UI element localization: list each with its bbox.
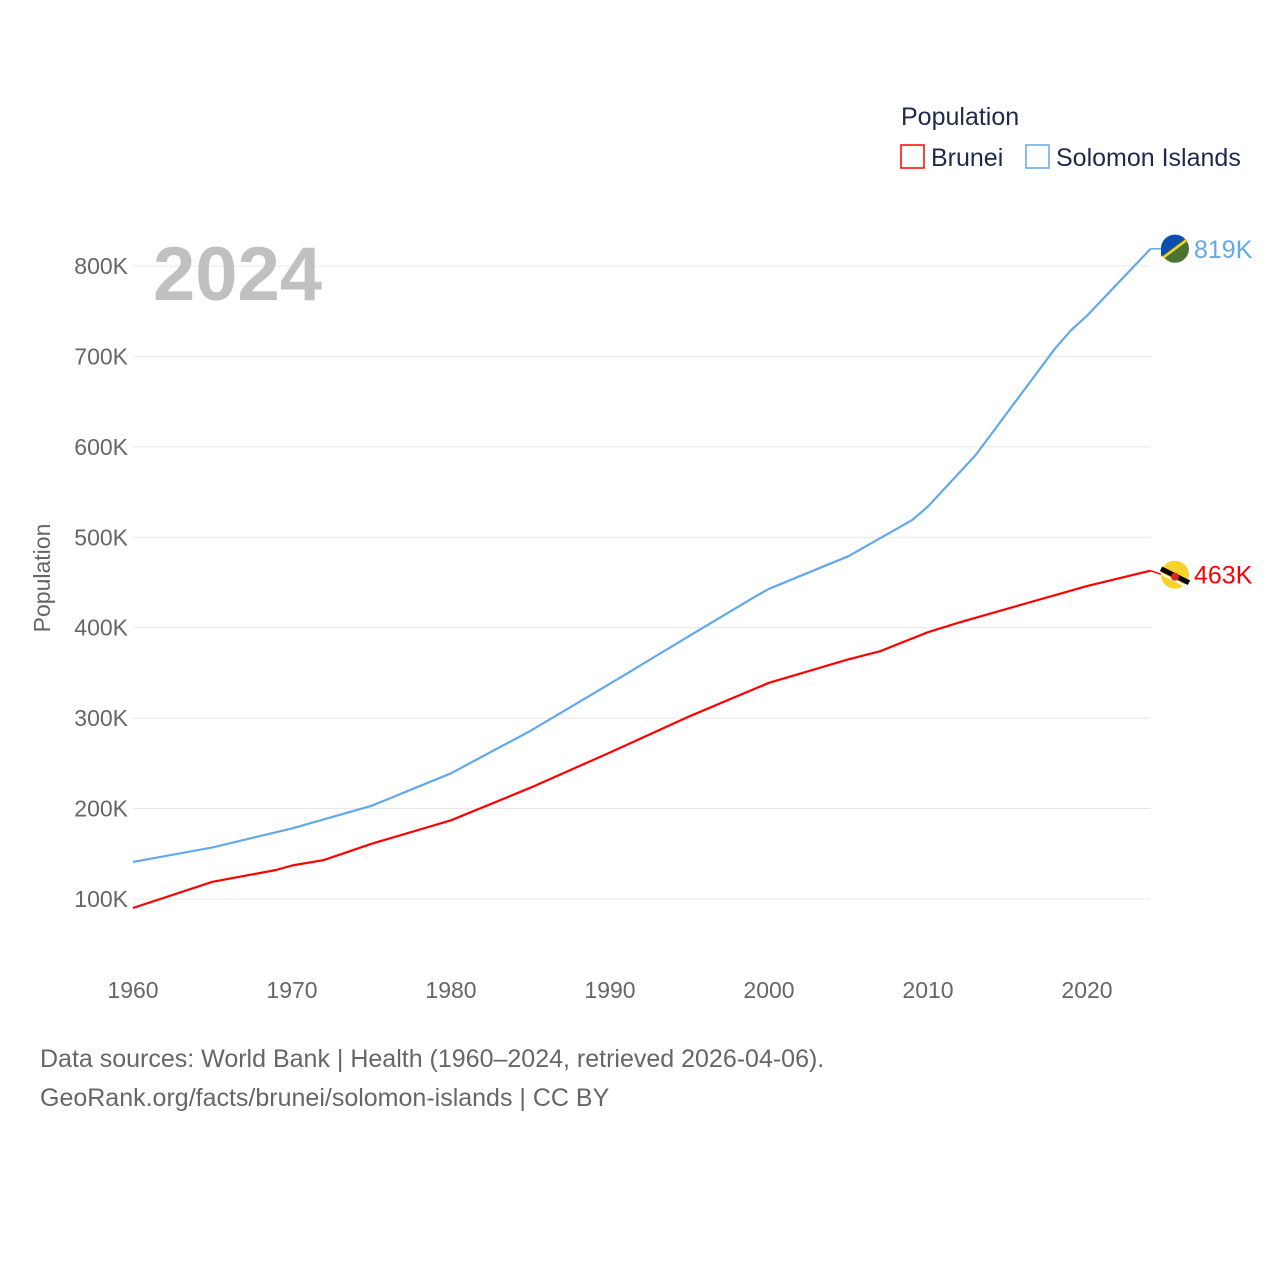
x-tick-label: 1960 [107,977,158,1003]
y-tick-label: 100K [74,886,128,912]
footer-link[interactable]: GeoRank.org/facts/brunei/solomon-islands… [40,1084,610,1112]
y-tick-label: 200K [74,796,128,822]
end-value-label: 819K [1194,236,1253,264]
end-connector [1150,570,1163,576]
footer-sources: Data sources: World Bank | Health (1960–… [40,1045,825,1073]
y-tick-label: 400K [74,615,128,641]
flag-stripe [1162,238,1188,259]
legend-label-brunei: Brunei [931,144,1003,172]
year-label: 2024 [153,232,322,317]
end-value-label: 463K [1194,562,1253,590]
legend-swatch [900,144,925,169]
y-tick-label: 300K [74,705,128,731]
y-axis-label: Population [29,524,55,633]
x-tick-label: 2010 [902,977,953,1003]
x-tick-label: 1970 [266,977,317,1003]
flag-blue [1160,234,1185,257]
flag-emblem [1171,572,1179,581]
legend-swatch [1025,144,1050,169]
series-line-solomon-islands [132,248,1152,863]
y-tick-label: 700K [74,343,128,369]
legend-title: Population [901,103,1019,131]
series-line-brunei [132,569,1151,910]
y-tick-label: 500K [74,524,128,550]
x-tick-label: 1990 [584,977,635,1003]
y-tick-label: 800K [74,253,128,279]
x-tick-label: 2000 [743,977,794,1003]
x-tick-label: 2020 [1061,977,1112,1003]
legend-label-solomon-islands: Solomon Islands [1056,144,1241,172]
x-tick-label: 1980 [425,977,476,1003]
y-tick-label: 600K [74,434,128,460]
